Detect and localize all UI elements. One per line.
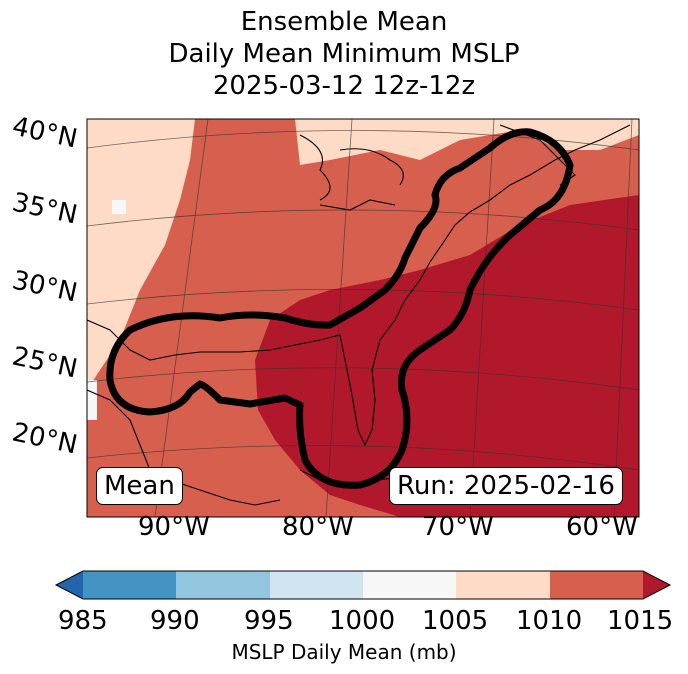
- colorbar-segment-over: [643, 571, 670, 599]
- map-panel: [87, 119, 639, 517]
- colorbar-tick-990: 990: [150, 606, 200, 636]
- lon-label-80w: 80°W: [282, 512, 354, 542]
- lon-label-90w: 90°W: [138, 512, 210, 542]
- title-line-1: Ensemble Mean: [240, 7, 448, 37]
- ensemble-contour: [106, 128, 574, 489]
- title-line-3: 2025-03-12 12z-12z: [212, 71, 476, 101]
- pressure-field-1005-west: [87, 119, 195, 390]
- pressure-field-1015: [255, 195, 639, 517]
- colorbar-tick-1010: 1010: [516, 606, 583, 636]
- colorbar-segment-1010: [550, 571, 643, 599]
- colorbar: [54, 570, 672, 600]
- colorbar-tick-985: 985: [58, 606, 108, 636]
- colorbar-segment-995: [270, 571, 363, 599]
- colorbar-segment-985: [83, 571, 176, 599]
- colorbar-segment-under: [56, 571, 83, 599]
- run-label: Run: 2025-02-16: [389, 467, 623, 505]
- colorbar-segment-990: [176, 571, 270, 599]
- map-frame: [86, 118, 640, 518]
- colorbar-segment-1005: [456, 571, 550, 599]
- colorbar-tick-1015: 1015: [607, 606, 674, 636]
- colorbar-tick-1005: 1005: [422, 606, 489, 636]
- colorbar-label: MSLP Daily Mean (mb): [231, 640, 457, 664]
- pressure-patch-1000-west: [87, 380, 97, 420]
- title-line-2: Daily Mean Minimum MSLP: [168, 39, 520, 69]
- mean-label: Mean: [96, 467, 183, 505]
- lon-label-60w: 60°W: [566, 512, 638, 542]
- colorbar-tick-995: 995: [244, 606, 294, 636]
- colorbar-segment-1000: [363, 571, 456, 599]
- lon-label-70w: 70°W: [422, 512, 494, 542]
- colorbar-outline: [54, 570, 672, 600]
- pressure-patch-1000: [112, 200, 126, 214]
- colorbar-tick-1000: 1000: [329, 606, 396, 636]
